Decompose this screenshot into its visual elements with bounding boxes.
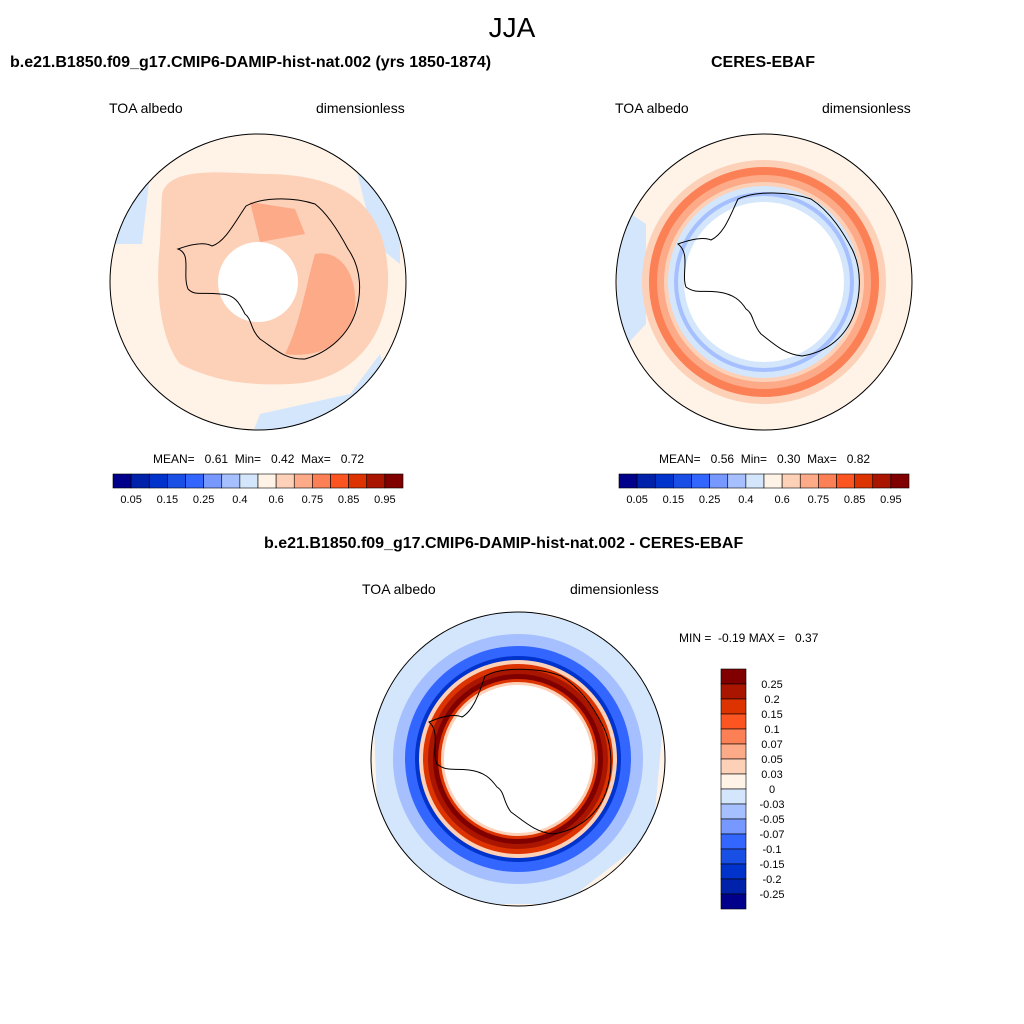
obs-colorbar: 0.05 0.15 0.25 0.4 0.6 0.75 0.85 0.95 [618,473,910,506]
obs-colorbar-cell [745,473,765,489]
obs-colorbar-cell [636,473,656,489]
diff-colorbar-cell [720,743,747,760]
diff-left-label: TOA albedo [362,581,436,597]
obs-colorbar-cell [727,473,747,489]
diff-colorbar-cell [720,773,747,790]
diff-colorbar-label: -0.03 [759,799,784,811]
diff-colorbar-cell [720,713,747,730]
model-right-label: dimensionless [316,100,405,116]
model-colorbar-label: 0.75 [302,494,323,506]
model-colorbar-cell [112,473,132,489]
model-stats: MEAN= 0.61 Min= 0.42 Max= 0.72 [153,452,365,466]
obs-colorbar-cell [691,473,710,489]
diff-panel-title: b.e21.B1850.f09_g17.CMIP6-DAMIP-hist-nat… [264,535,744,552]
obs-panel-title: CERES-EBAF [711,54,816,71]
model-colorbar-cell [130,473,150,489]
obs-stats: MEAN= 0.56 Min= 0.30 Max= 0.82 [659,452,871,466]
diff-colorbar-label: 0.25 [761,679,782,691]
diff-colorbar-label: -0.25 [759,889,784,901]
obs-colorbar-label: 0.95 [880,494,901,506]
model-colorbar-cell [366,473,386,489]
obs-colorbar-label: 0.05 [626,494,647,506]
obs-colorbar-cell [763,473,783,489]
obs-left-label: TOA albedo [615,100,689,116]
model-colorbar-cell [330,473,349,489]
obs-right-label: dimensionless [822,100,911,116]
diff-colorbar-label: 0.03 [761,769,782,781]
obs-colorbar-label: 0.85 [844,494,865,506]
diff-stats: MIN = -0.19 MAX = 0.37 [679,631,819,645]
model-colorbar-cell [221,473,241,489]
obs-colorbar-cell [836,473,855,489]
diff-colorbar-cell [720,728,747,745]
diff-colorbar-label: 0.1 [764,724,779,736]
diff-colorbar-cell [720,848,747,865]
model-colorbar-label: 0.85 [338,494,359,506]
diff-colorbar-label: -0.15 [759,859,784,871]
diff-colorbar-label: 0.05 [761,754,782,766]
obs-colorbar-label: 0.75 [808,494,829,506]
diff-colorbar-cell [720,803,747,820]
obs-colorbar-label: 0.15 [663,494,684,506]
obs-colorbar-cell [654,473,674,489]
model-colorbar-cell [293,473,313,489]
diff-colorbar-cell [720,878,747,895]
model-colorbar-label: 0.6 [268,494,283,506]
model-colorbar-cell [203,473,223,489]
model-colorbar-label: 0.4 [232,494,247,506]
obs-colorbar-cell [709,473,729,489]
model-colorbar: 0.05 0.15 0.25 0.4 0.6 0.75 0.85 0.95 [112,473,404,506]
obs-colorbar-label: 0.6 [774,494,789,506]
diff-colorbar-label: 0 [769,784,775,796]
model-colorbar-cell [257,473,277,489]
obs-colorbar-cell [854,473,874,489]
obs-colorbar-cell [673,473,692,489]
model-colorbar-cell [384,473,404,489]
model-colorbar-label: 0.05 [120,494,141,506]
model-colorbar-label: 0.95 [374,494,395,506]
diff-polar-map [370,611,666,907]
obs-colorbar-cell [890,473,910,489]
model-colorbar-label: 0.15 [157,494,178,506]
obs-colorbar-cell [781,473,801,489]
model-colorbar-cell [167,473,186,489]
diff-colorbar-label: 0.2 [764,694,779,706]
diff-colorbar-cell [720,788,747,805]
model-polar-map [109,133,407,431]
diff-colorbar-cell [720,833,747,850]
model-colorbar-label: 0.25 [193,494,214,506]
diff-colorbar-label: 0.15 [761,709,782,721]
obs-colorbar-cell [872,473,892,489]
obs-polar-map [615,133,913,431]
diff-colorbar-label: -0.07 [759,829,784,841]
diff-colorbar-cell [720,893,747,910]
diff-right-label: dimensionless [570,581,659,597]
diff-colorbar-label: 0.07 [761,739,782,751]
model-colorbar-cell [312,473,331,489]
model-colorbar-cell [275,473,295,489]
diff-colorbar-cell [720,683,747,700]
diff-colorbar-cell [720,818,747,835]
diff-colorbar-label: -0.2 [763,874,782,886]
model-left-label: TOA albedo [109,100,183,116]
diff-colorbar-label: -0.1 [763,844,782,856]
obs-colorbar-cell [799,473,819,489]
diff-colorbar-cell [720,863,747,880]
diff-colorbar-label: -0.05 [759,814,784,826]
model-colorbar-cell [348,473,368,489]
model-colorbar-cell [185,473,204,489]
model-colorbar-cell [148,473,168,489]
obs-colorbar-label: 0.4 [738,494,753,506]
obs-colorbar-cell [618,473,638,489]
diff-colorbar-cell [720,668,747,685]
figure-title: JJA [488,12,536,43]
obs-colorbar-cell [818,473,837,489]
diff-colorbar: 0.25 0.2 0.15 0.1 0.07 0.05 0.03 0 -0.03 -0.05 -0.… [720,668,785,910]
diff-colorbar-cell [720,698,747,715]
model-panel-title: b.e21.B1850.f09_g17.CMIP6-DAMIP-hist-nat… [10,54,492,71]
obs-colorbar-label: 0.25 [699,494,720,506]
diff-colorbar-cell [720,758,747,775]
model-colorbar-cell [239,473,259,489]
